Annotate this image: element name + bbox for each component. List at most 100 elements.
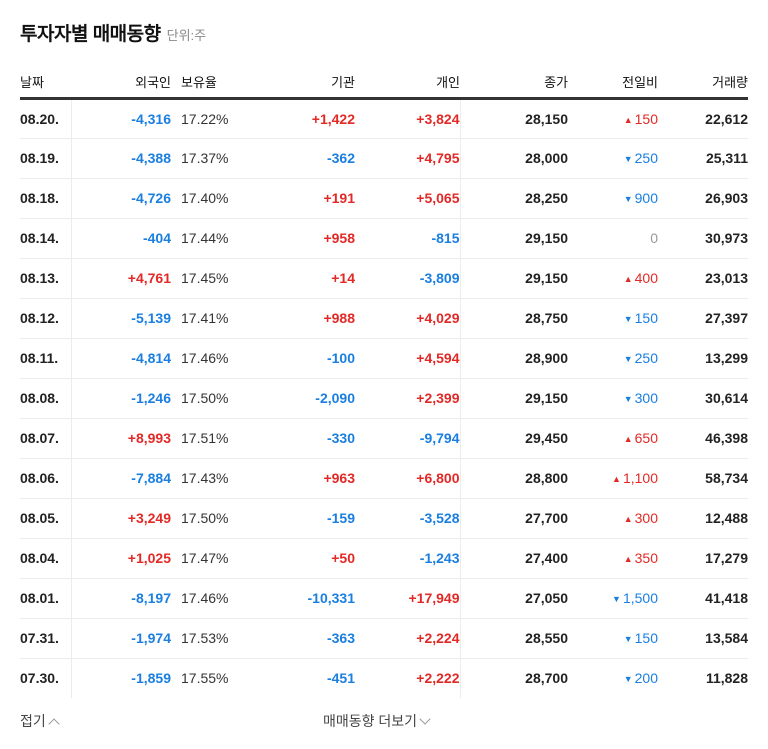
volume-cell: 11,828: [705, 670, 748, 687]
close-cell: 28,150: [460, 98, 568, 139]
down-triangle-icon: ▼: [623, 394, 633, 404]
volume-cell: 23,013: [658, 258, 748, 299]
section-header: 투자자별 매매동향 단위:주: [20, 19, 206, 46]
table-row: 08.06. -7,884 17.43% +963 +6,800 28,800 ▲ 1,100…: [20, 458, 748, 499]
ratio-cell: 17.55%: [181, 670, 229, 687]
up-triangle-icon: ▲: [623, 434, 633, 444]
change-value: 250: [634, 150, 658, 166]
date-cell: 08.14.: [20, 218, 72, 259]
close-cell: 28,900: [460, 338, 568, 379]
institution-cell: -451: [326, 670, 355, 687]
foreign-cell: -4,388: [71, 138, 171, 179]
volume-cell: 30,614: [658, 378, 748, 419]
institution-cell: +958: [261, 218, 355, 259]
table-row: 08.01. -8,197 17.46% -10,331 +17,949 27,050 ▼ 1…: [20, 578, 748, 619]
individual-cell: +6,800: [355, 458, 461, 499]
table-row: 08.14. -404 17.44% +958 -815 29,150 0 30,973: [20, 218, 748, 259]
individual-cell: -3,528: [355, 498, 461, 539]
change-value: 200: [634, 670, 658, 687]
individual-cell: +4,795: [355, 138, 461, 179]
up-triangle-icon: ▲: [623, 114, 633, 125]
change-value: 1,100: [622, 470, 658, 486]
individual-cell: +5,065: [355, 178, 461, 219]
foreign-cell: -1,859: [131, 670, 171, 687]
close-cell: 28,700: [525, 670, 568, 687]
table-row: 08.12. -5,139 17.41% +988 +4,029 28,750 ▼ 150 27…: [20, 298, 748, 339]
col-header-individual: 개인: [355, 66, 460, 100]
fold-button[interactable]: 접기: [20, 711, 60, 731]
individual-cell: +2,222: [355, 658, 461, 698]
table-row: 08.05. +3,249 17.50% -159 -3,528 27,700 ▲ 300 12…: [20, 498, 748, 539]
change-cell: ▼ 250: [568, 138, 658, 179]
change-value: 1,500: [622, 590, 658, 606]
table-row: 07.30. -1,859 17.55% -451 +2,222 28,700 ▼ 200 11…: [20, 658, 748, 698]
table-row: 08.18. -4,726 17.40% +191 +5,065 28,250 ▼ 900 26…: [20, 178, 748, 219]
change-cell: ▼ 300: [568, 378, 658, 419]
change-value: 650: [634, 430, 658, 446]
foreign-cell: -1,246: [71, 378, 171, 419]
date-cell: 08.07.: [20, 418, 72, 459]
institution-cell: +14: [261, 258, 355, 299]
change-cell: ▲ 1,100: [568, 458, 658, 499]
down-triangle-icon: ▼: [623, 154, 633, 164]
institution-cell: -362: [261, 138, 355, 179]
date-cell: 08.12.: [20, 298, 72, 339]
volume-cell: 13,299: [658, 338, 748, 379]
change-value: 0: [650, 230, 658, 246]
close-cell: 28,250: [460, 178, 568, 219]
table-body: 08.20. -4,316 17.22% +1,422 +3,824 28,150 ▲ 150…: [20, 98, 748, 698]
col-header-volume: 거래량: [658, 66, 748, 100]
individual-cell: +4,594: [355, 338, 461, 379]
volume-cell: 30,973: [658, 218, 748, 259]
institution-cell: -10,331: [261, 578, 355, 619]
down-triangle-icon: ▼: [623, 674, 633, 685]
more-trading-button[interactable]: 매매동향 더보기: [323, 711, 431, 731]
chevron-down-icon: [419, 713, 431, 725]
date-cell: 08.06.: [20, 458, 72, 499]
change-cell: ▲ 150: [568, 98, 658, 139]
volume-cell: 22,612: [658, 98, 748, 139]
table-row: 08.07. +8,993 17.51% -330 -9,794 29,450 ▲ 650 46…: [20, 418, 748, 459]
individual-cell: -815: [355, 218, 461, 259]
chevron-up-icon: [48, 717, 60, 730]
close-cell: 28,800: [460, 458, 568, 499]
change-cell: ▲ 400: [568, 258, 658, 299]
institution-cell: +1,422: [261, 98, 355, 139]
change-value: 300: [634, 390, 658, 406]
volume-cell: 13,584: [658, 618, 748, 659]
foreign-cell: -7,884: [71, 458, 171, 499]
date-cell: 08.13.: [20, 258, 72, 299]
down-triangle-icon: ▼: [623, 194, 633, 204]
institution-cell: +50: [261, 538, 355, 579]
ratio-cell: 17.47%: [171, 538, 261, 579]
change-value: 900: [634, 190, 658, 206]
table-row: 08.04. +1,025 17.47% +50 -1,243 27,400 ▲ 350 17,…: [20, 538, 748, 579]
volume-cell: 12,488: [658, 498, 748, 539]
col-header-date: 날짜: [20, 66, 71, 100]
change-cell: ▼ 250: [568, 338, 658, 379]
volume-cell: 46,398: [658, 418, 748, 459]
foreign-cell: -4,316: [71, 98, 171, 139]
ratio-cell: 17.22%: [171, 98, 261, 139]
ratio-cell: 17.37%: [171, 138, 261, 179]
more-label: 매매동향 더보기: [323, 713, 418, 729]
date-cell: 08.20.: [20, 98, 72, 139]
down-triangle-icon: ▼: [612, 594, 621, 604]
section-title: 투자자별 매매동향: [20, 24, 161, 45]
close-cell: 27,400: [460, 538, 568, 579]
individual-cell: +4,029: [355, 298, 461, 339]
close-cell: 29,150: [460, 378, 568, 419]
institution-cell: +963: [261, 458, 355, 499]
individual-cell: -3,809: [355, 258, 461, 299]
up-triangle-icon: ▲: [623, 514, 633, 524]
institution-cell: -159: [261, 498, 355, 539]
date-cell: 08.08.: [20, 378, 72, 419]
date-cell: 08.19.: [20, 138, 72, 179]
down-triangle-icon: ▼: [623, 354, 633, 364]
foreign-cell: -404: [71, 218, 171, 259]
change-value: 300: [634, 510, 658, 526]
change-value: 250: [634, 350, 658, 366]
date-cell: 07.31.: [20, 618, 72, 659]
table-row: 07.31. -1,974 17.53% -363 +2,224 28,550 ▼ 150 13…: [20, 618, 748, 659]
ratio-cell: 17.43%: [171, 458, 261, 499]
